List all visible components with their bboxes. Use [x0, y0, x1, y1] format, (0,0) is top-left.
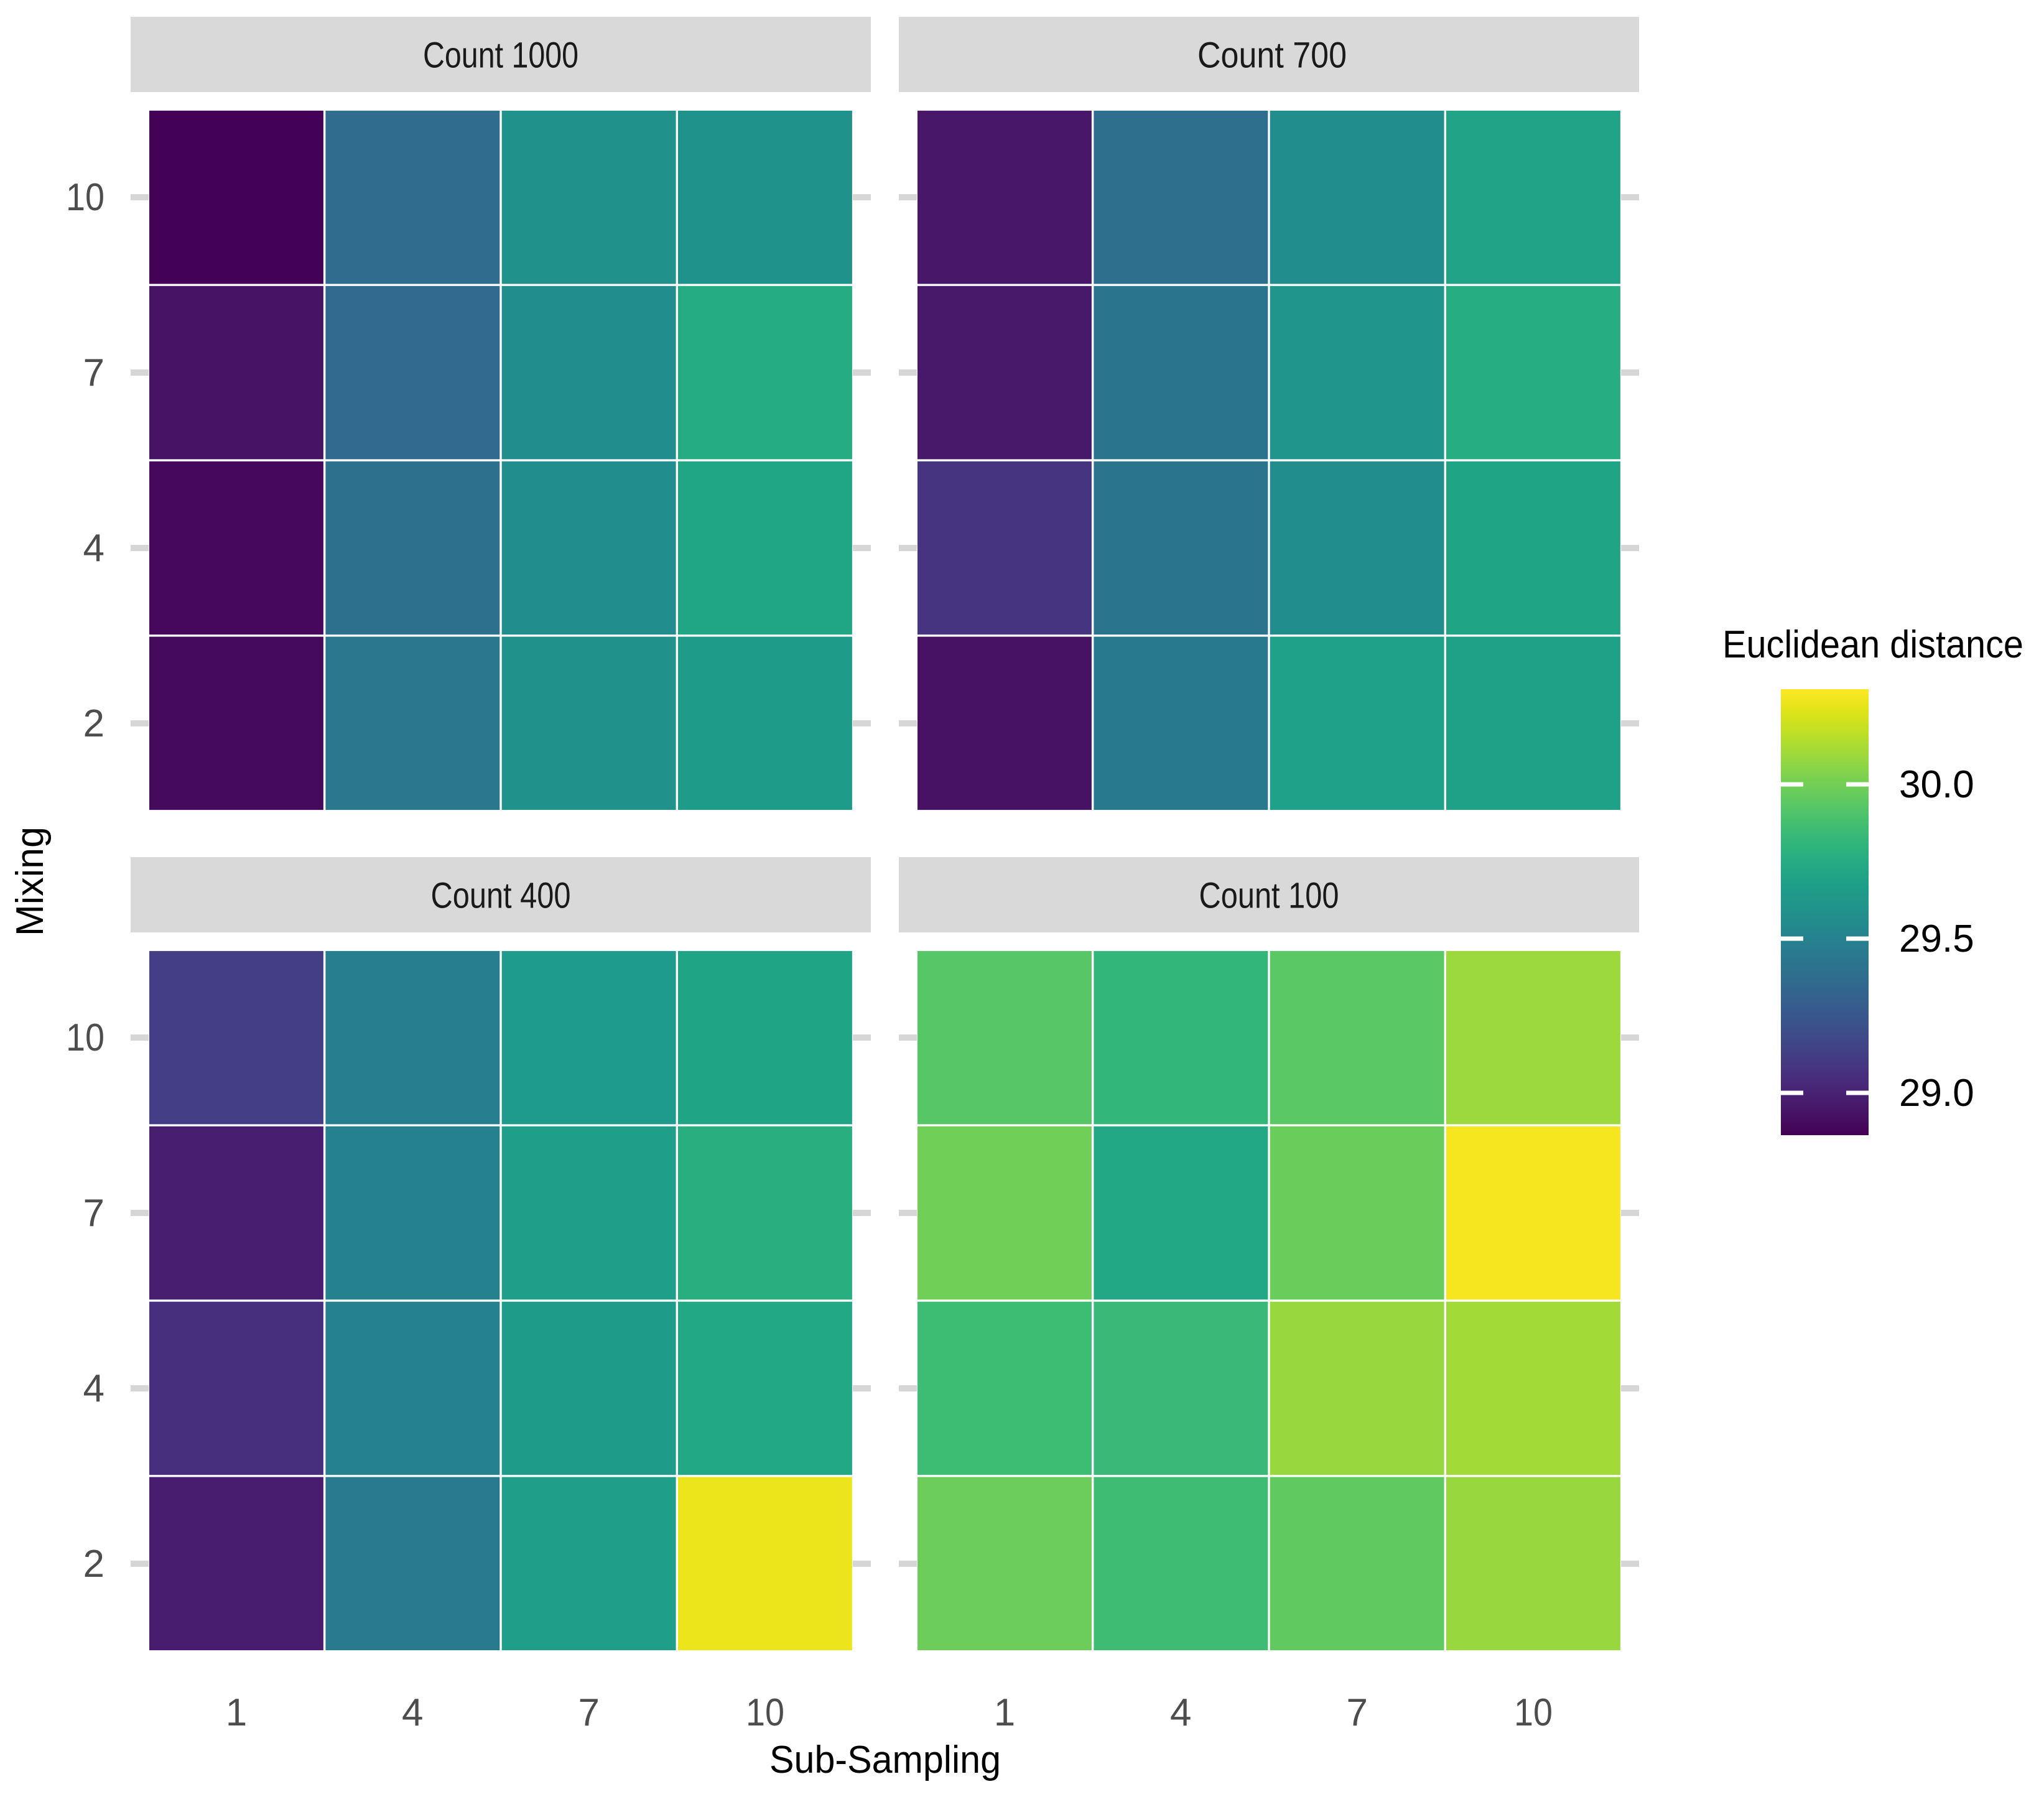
svg-text:30.0: 30.0	[1899, 763, 1974, 806]
svg-text:7: 7	[83, 351, 105, 394]
svg-text:2: 2	[83, 1543, 105, 1586]
svg-text:10: 10	[746, 1691, 784, 1734]
svg-text:Sub-Sampling: Sub-Sampling	[769, 1739, 1001, 1781]
svg-text:1: 1	[226, 1691, 247, 1734]
svg-text:10: 10	[66, 1016, 105, 1059]
svg-text:Count 400: Count 400	[431, 876, 571, 916]
svg-text:4: 4	[402, 1691, 423, 1734]
svg-text:7: 7	[1346, 1691, 1367, 1734]
svg-text:Count 700: Count 700	[1197, 35, 1347, 76]
svg-text:Euclidean distance: Euclidean distance	[1722, 623, 2023, 666]
svg-text:29.5: 29.5	[1899, 917, 1974, 960]
svg-text:4: 4	[83, 1367, 105, 1410]
svg-text:29.0: 29.0	[1899, 1072, 1974, 1115]
svg-text:Count 100: Count 100	[1199, 876, 1339, 916]
svg-text:10: 10	[1514, 1691, 1553, 1734]
svg-text:Count 1000: Count 1000	[423, 35, 578, 76]
svg-text:10: 10	[66, 176, 105, 219]
svg-text:1: 1	[994, 1691, 1015, 1734]
svg-text:4: 4	[1170, 1691, 1191, 1734]
svg-text:4: 4	[83, 527, 105, 570]
svg-text:7: 7	[578, 1691, 599, 1734]
svg-text:7: 7	[83, 1192, 105, 1235]
svg-text:Mixing: Mixing	[9, 827, 52, 936]
svg-text:2: 2	[83, 702, 105, 745]
